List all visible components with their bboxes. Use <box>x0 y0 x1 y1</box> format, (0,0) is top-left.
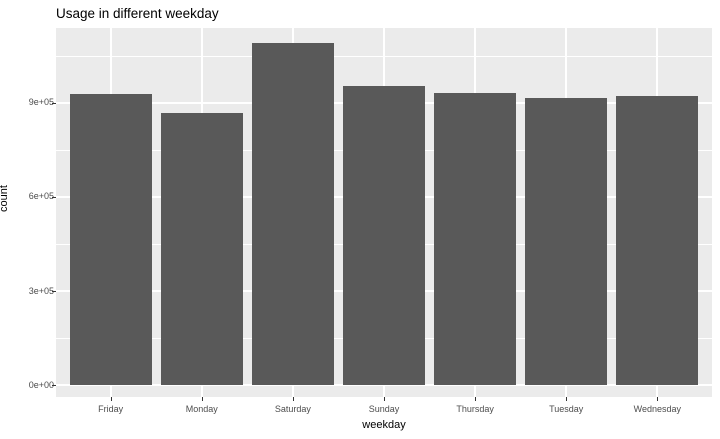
y-tick-label: 9e+05 <box>28 97 54 108</box>
bar-thursday <box>434 92 517 386</box>
x-tick-label: Wednesday <box>633 404 682 414</box>
bar-monday <box>160 112 243 386</box>
y-tick-mark <box>52 196 56 198</box>
bar-wednesday <box>616 96 699 386</box>
x-tick-label: Thursday <box>456 404 494 414</box>
x-tick-mark <box>384 397 385 401</box>
y-tick-label: 0e+00 <box>28 379 54 390</box>
x-tick-mark <box>566 397 568 401</box>
chart-title: Usage in different weekday <box>56 6 219 21</box>
x-tick-label: Saturday <box>274 404 311 414</box>
y-tick-mark <box>52 385 56 387</box>
x-axis-title: weekday <box>362 419 406 431</box>
bar-tuesday <box>525 97 608 386</box>
x-tick-mark <box>110 397 112 401</box>
bar-saturday <box>251 43 334 386</box>
x-tick-mark <box>201 397 203 401</box>
bar-friday <box>69 93 152 386</box>
bar-sunday <box>343 85 425 386</box>
y-tick-label: 3e+05 <box>28 285 54 296</box>
y-tick-label: 6e+05 <box>28 191 54 202</box>
x-tick-label: Friday <box>98 404 124 414</box>
x-tick-label: Sunday <box>368 404 400 414</box>
y-tick-mark <box>52 291 56 293</box>
plot-panel <box>56 28 712 397</box>
y-axis-title: count <box>0 185 10 212</box>
y-tick-mark <box>52 102 56 104</box>
x-tick-mark <box>292 397 294 401</box>
x-tick-label: Tuesday <box>549 404 584 414</box>
x-tick-mark <box>475 397 477 401</box>
x-tick-label: Monday <box>185 404 218 414</box>
x-tick-mark <box>657 397 659 401</box>
